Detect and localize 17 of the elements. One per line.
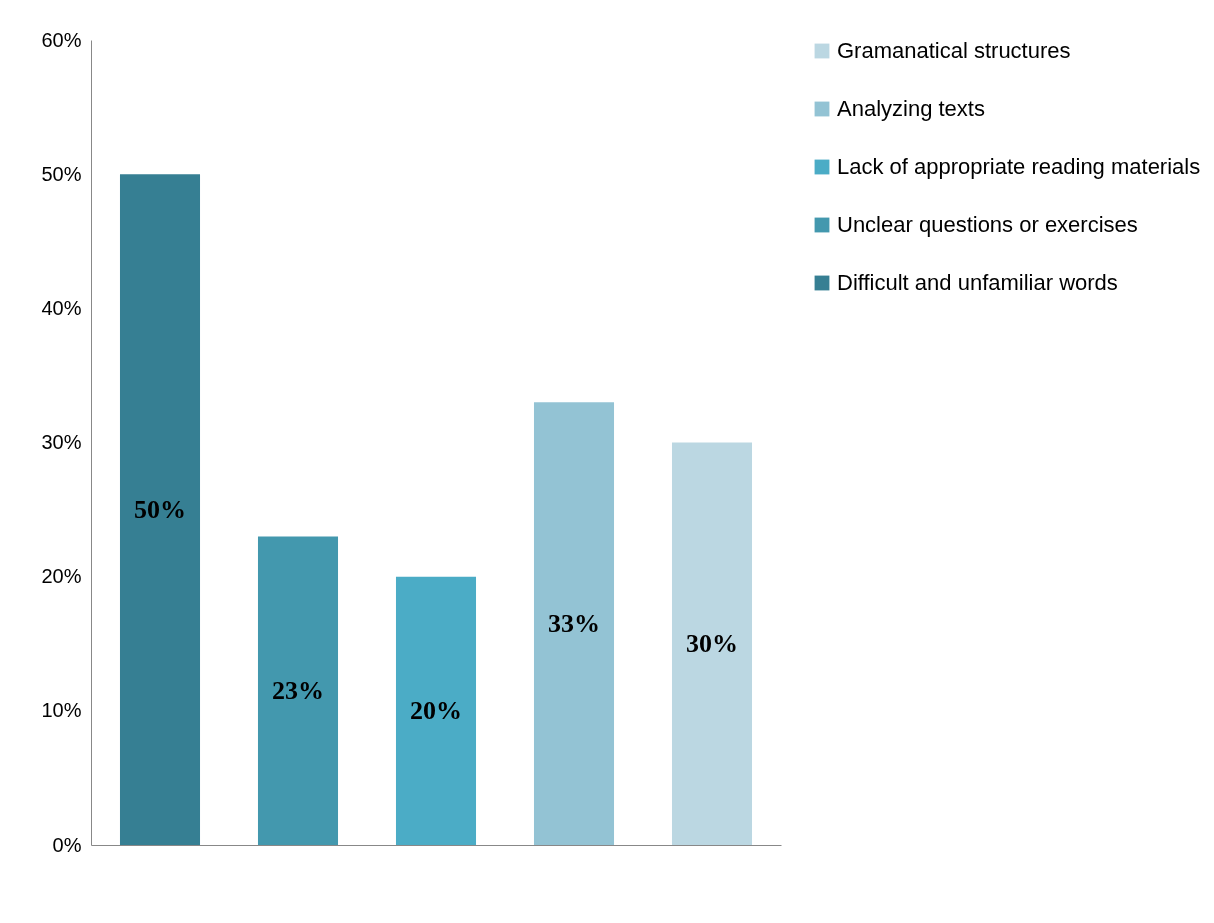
data-label: 30%: [686, 628, 738, 658]
legend-label: Difficult and unfamiliar words: [837, 270, 1118, 295]
data-label: 33%: [548, 608, 600, 638]
y-tick-label: 40%: [41, 296, 82, 319]
data-label: 23%: [272, 675, 324, 705]
data-label: 20%: [410, 695, 462, 725]
y-tick-label: 10%: [41, 699, 82, 722]
legend-label: Analyzing texts: [837, 96, 985, 121]
legend-label: Unclear questions or exercises: [837, 212, 1138, 237]
y-tick-label: 30%: [41, 431, 82, 453]
y-tick-label: 0%: [52, 833, 82, 856]
data-label: 50%: [134, 494, 186, 524]
y-tick-label: 50%: [41, 162, 82, 185]
legend-label: Lack of appropriate reading materials: [837, 154, 1201, 179]
y-tick-label: 60%: [41, 28, 82, 51]
legend-label: Gramanatical structures: [837, 38, 1071, 63]
y-tick-label: 20%: [41, 565, 82, 588]
